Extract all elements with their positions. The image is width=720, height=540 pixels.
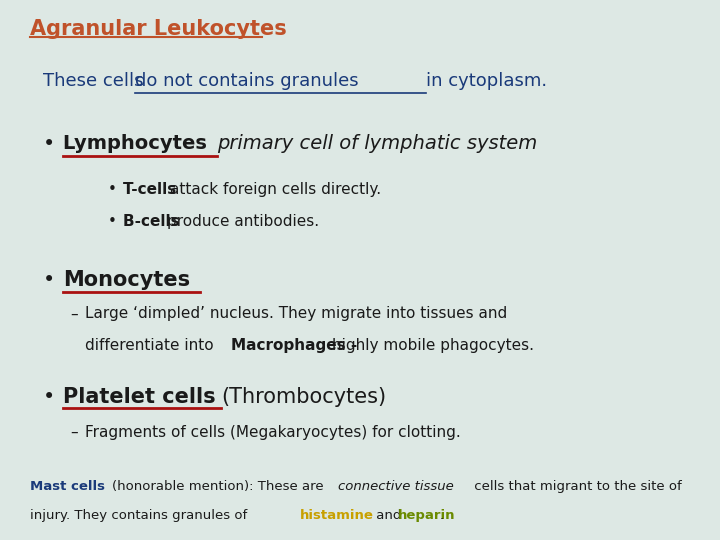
Text: Platelet cells: Platelet cells — [63, 387, 223, 407]
Text: •: • — [43, 270, 55, 290]
Text: histamine: histamine — [300, 509, 374, 522]
Text: highly mobile phagocytes.: highly mobile phagocytes. — [332, 339, 534, 353]
Text: B-cells: B-cells — [123, 214, 185, 229]
Text: .: . — [440, 509, 444, 522]
Text: •: • — [107, 214, 116, 229]
Text: in cytoplasm.: in cytoplasm. — [426, 72, 547, 90]
Text: Large ‘dimpled’ nucleus. They migrate into tissues and: Large ‘dimpled’ nucleus. They migrate in… — [85, 306, 508, 321]
Text: heparin: heparin — [398, 509, 456, 522]
Text: Macrophages -: Macrophages - — [231, 339, 362, 353]
Text: Mast cells: Mast cells — [30, 480, 109, 492]
Text: primary cell of lymphatic system: primary cell of lymphatic system — [217, 134, 537, 153]
Text: injury. They contains granules of: injury. They contains granules of — [30, 509, 251, 522]
Text: Lymphocytes: Lymphocytes — [63, 134, 214, 153]
Text: Fragments of cells (Megakaryocytes) for clotting.: Fragments of cells (Megakaryocytes) for … — [85, 425, 461, 440]
Text: connective tissue: connective tissue — [338, 480, 454, 492]
Text: and: and — [372, 509, 406, 522]
Text: cells that migrant to the site of: cells that migrant to the site of — [469, 480, 681, 492]
Text: Agranular Leukocytes: Agranular Leukocytes — [30, 19, 287, 39]
Text: do not contains granules: do not contains granules — [135, 72, 364, 90]
Text: Monocytes: Monocytes — [63, 270, 191, 290]
Text: These cells: These cells — [43, 72, 150, 90]
Text: differentiate into: differentiate into — [85, 339, 219, 353]
Text: T-cells: T-cells — [123, 182, 181, 197]
Text: –: – — [71, 306, 78, 321]
Text: •: • — [107, 182, 116, 197]
Text: (Thrombocytes): (Thrombocytes) — [221, 387, 387, 407]
Text: attack foreign cells directly.: attack foreign cells directly. — [170, 182, 381, 197]
Text: •: • — [43, 387, 55, 407]
Text: produce antibodies.: produce antibodies. — [167, 214, 320, 229]
Text: •: • — [43, 134, 55, 154]
Text: (honorable mention): These are: (honorable mention): These are — [112, 480, 328, 492]
Text: –: – — [71, 425, 78, 440]
